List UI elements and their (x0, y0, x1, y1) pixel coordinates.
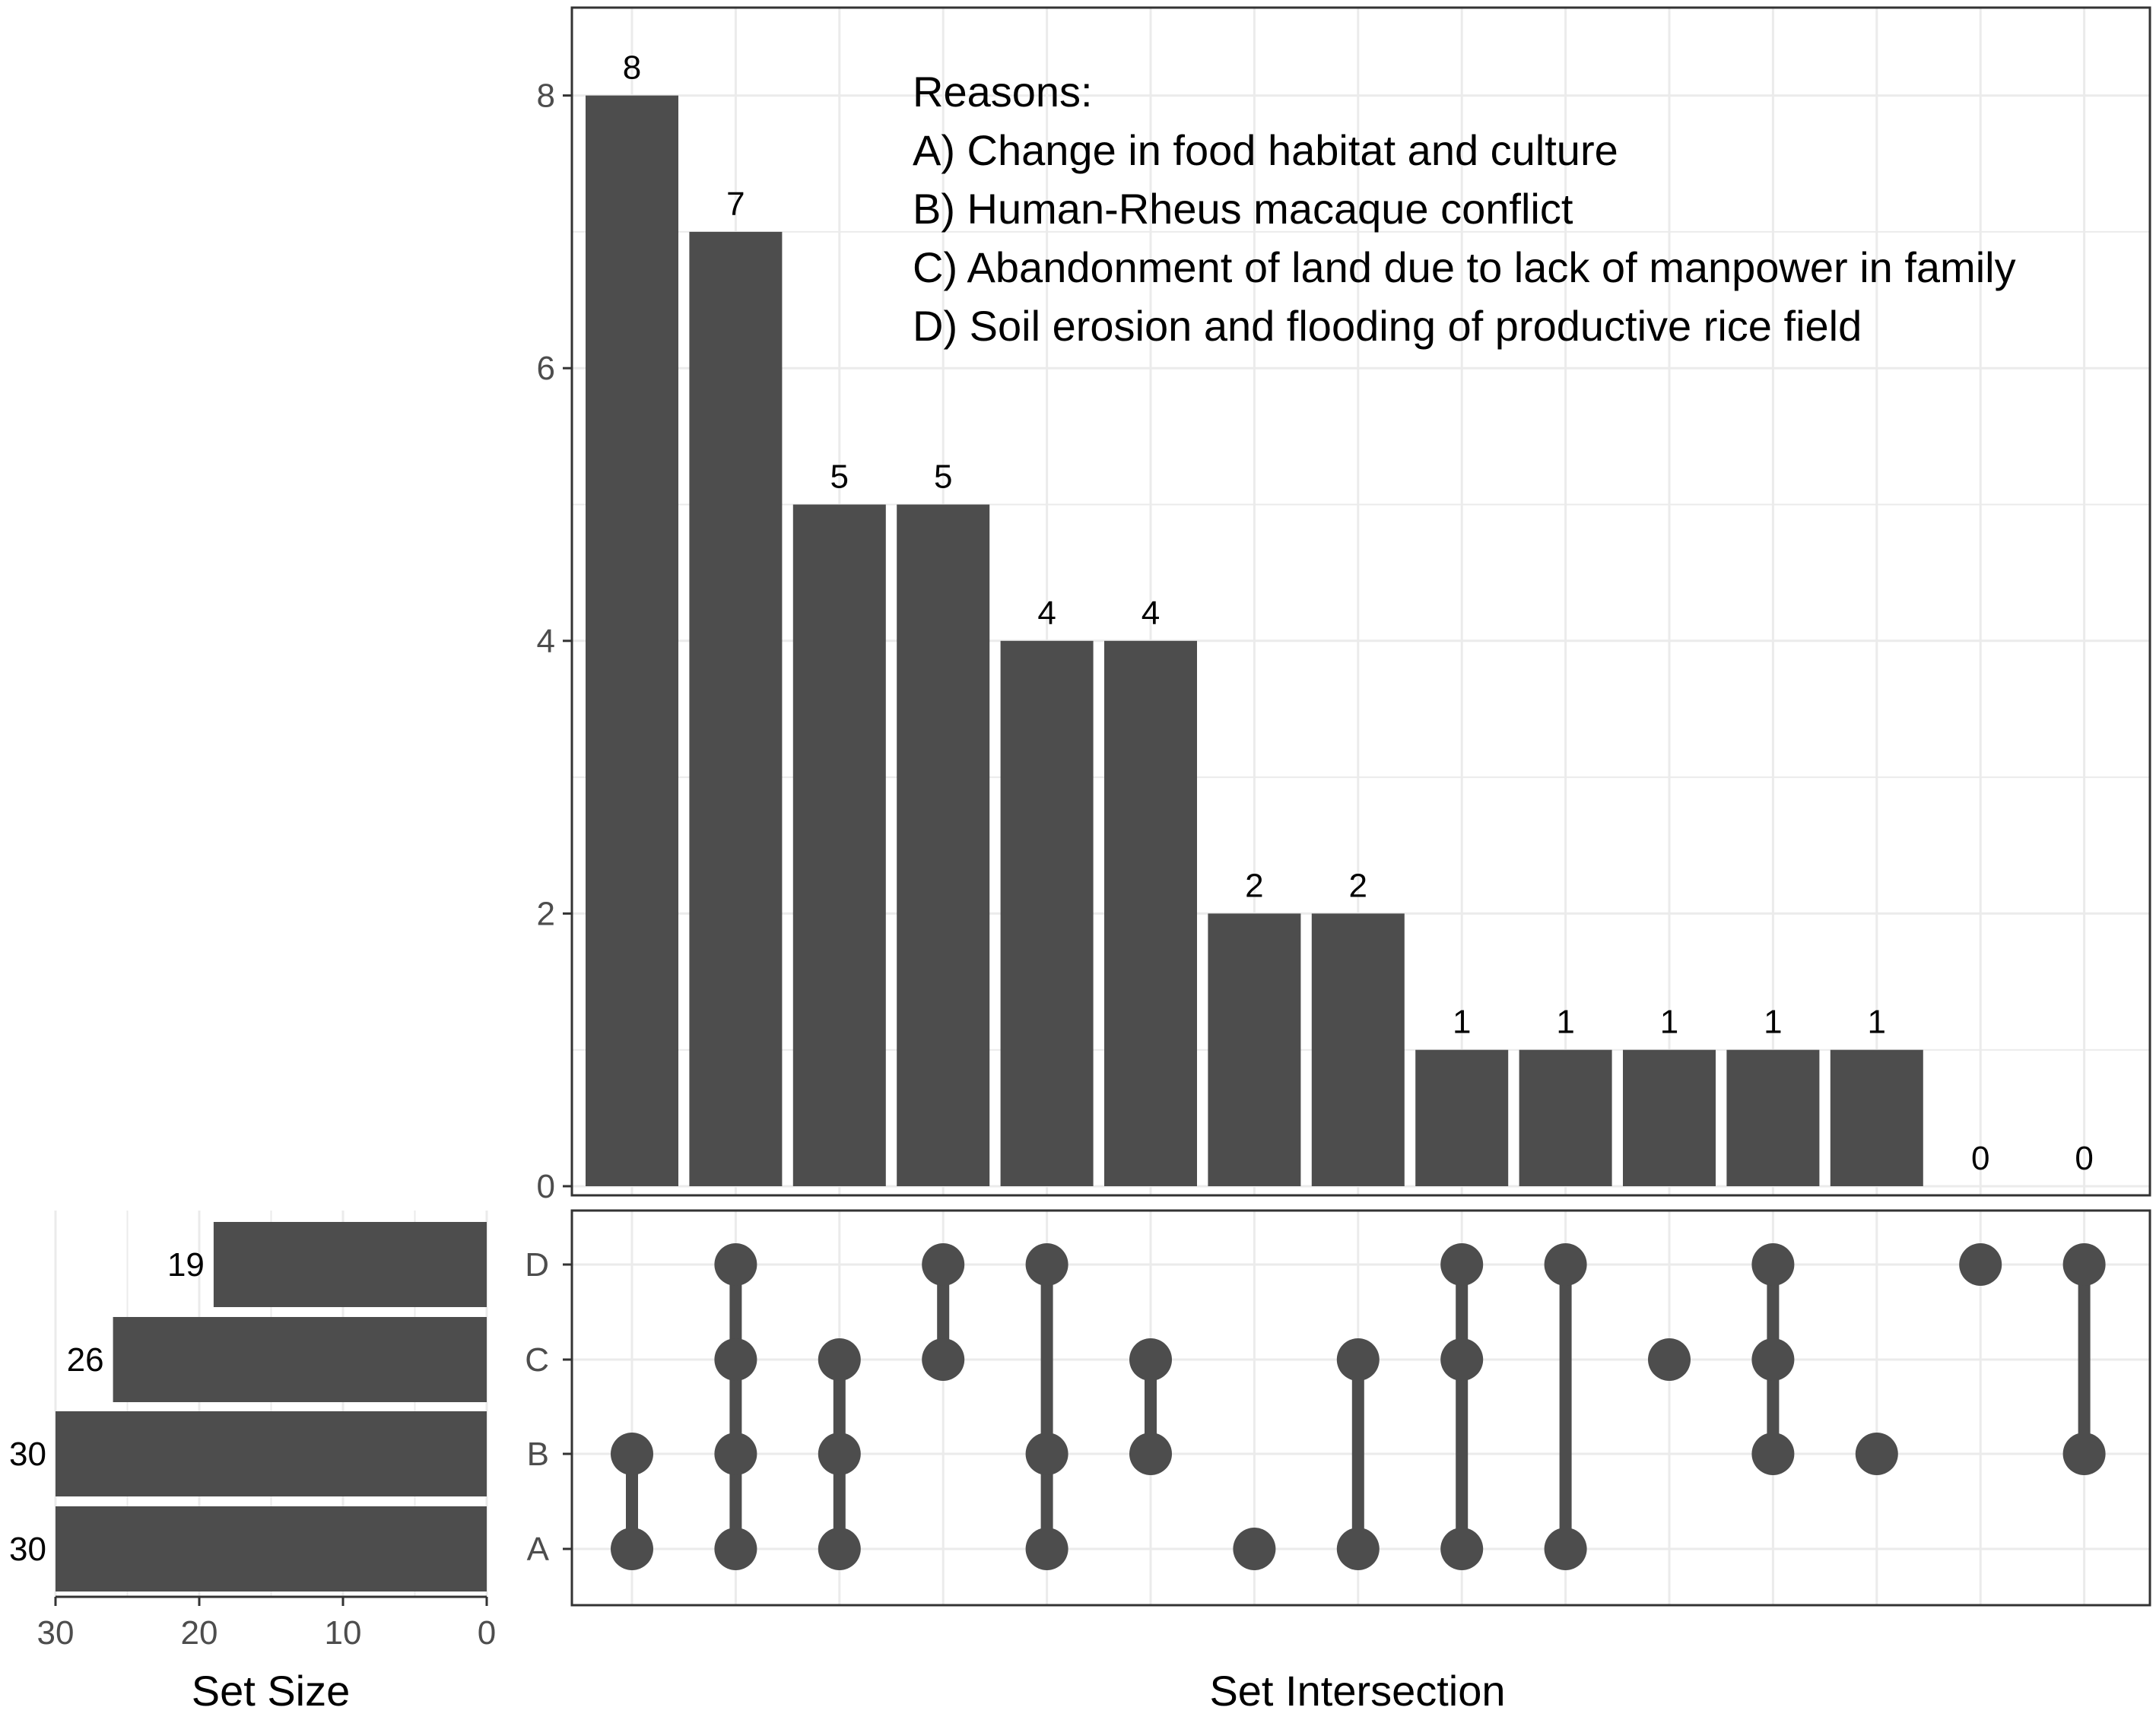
matrix-dot (1440, 1243, 1484, 1286)
set-size-label: 26 (67, 1341, 104, 1379)
matrix-dot (1544, 1243, 1587, 1286)
matrix-dot (714, 1243, 757, 1286)
matrix-dot (1855, 1433, 1898, 1475)
matrix-dot (1025, 1243, 1068, 1286)
matrix-dot (714, 1433, 757, 1475)
set-row-label: D (525, 1246, 549, 1284)
bar-value-label: 1 (1453, 1004, 1471, 1041)
y-tick-label: 4 (537, 623, 555, 660)
matrix-dot (1233, 1528, 1276, 1570)
set-size-axis-title: Set Size (192, 1667, 351, 1715)
intersection-bar (792, 504, 886, 1186)
bar-value-label: 1 (1764, 1004, 1782, 1041)
matrix-dot (1440, 1338, 1484, 1381)
intersection-bar (1830, 1049, 1923, 1186)
reason-c: C) Abandonment of land due to lack of ma… (913, 243, 2016, 291)
bar-panel-frame (570, 6, 2151, 1197)
intersection-bar (1623, 1049, 1716, 1186)
y-tick-label: 6 (537, 350, 555, 387)
bar-value-label: 0 (1971, 1140, 1989, 1177)
set-size-bars: 19 26 30 30 30 20 10 0 (9, 1222, 496, 1652)
intersection-bar (897, 504, 990, 1186)
intersection-bar (1311, 913, 1405, 1186)
panel-frames (570, 6, 2151, 1607)
set-size-tick-label: 20 (181, 1614, 218, 1652)
matrix-dot (1129, 1433, 1172, 1475)
matrix-dot (922, 1243, 965, 1286)
matrix-dot (611, 1433, 653, 1475)
matrix-panel-frame (570, 1209, 2151, 1607)
bar-value-label: 5 (934, 459, 952, 496)
matrix-dot (1025, 1528, 1068, 1570)
bar-value-label: 1 (1868, 1004, 1886, 1041)
matrix-dot (1751, 1433, 1795, 1475)
set-size-tick-label: 30 (37, 1614, 75, 1652)
matrix-dot (1129, 1338, 1172, 1381)
set-row-label: B (527, 1436, 549, 1473)
matrix-dot (714, 1528, 757, 1570)
bar-value-label: 4 (1142, 595, 1160, 632)
intersection-bar (1726, 1049, 1820, 1186)
set-row-label: C (525, 1341, 549, 1379)
reasons-title: Reasons: (913, 68, 1093, 116)
y-tick-label: 2 (537, 895, 555, 932)
intersection-bar (1208, 913, 1301, 1186)
intersection-bar (1000, 640, 1094, 1186)
set-size-bar (113, 1317, 487, 1402)
bar-value-label: 2 (1245, 867, 1263, 904)
bar-value-label: 0 (2075, 1140, 2093, 1177)
matrix-dot (818, 1528, 861, 1570)
matrix-dot (1440, 1528, 1484, 1570)
matrix-dot (1544, 1528, 1587, 1570)
set-size-tick-label: 10 (325, 1614, 362, 1652)
set-size-bar (56, 1411, 487, 1496)
matrix-dot (611, 1528, 653, 1570)
matrix-dot (1959, 1243, 2002, 1286)
matrix-dot (1648, 1338, 1691, 1381)
set-intersection-axis-title: Set Intersection (1209, 1667, 1505, 1715)
intersection-matrix: A B C D (525, 1243, 2106, 1570)
set-size-bar (213, 1222, 487, 1307)
set-size-label: 30 (9, 1436, 46, 1473)
bar-value-label: 1 (1556, 1004, 1574, 1041)
intersection-bars: 0 2 4 6 8 8 7 5 5 4 4 2 2 1 1 1 1 1 0 0 (537, 49, 2094, 1205)
matrix-dot (1336, 1338, 1380, 1381)
bar-value-label: 5 (830, 459, 849, 496)
intersection-bar (1415, 1049, 1509, 1186)
matrix-dot (1336, 1528, 1380, 1570)
matrix-dot (2062, 1243, 2106, 1286)
set-size-tick-label: 0 (478, 1614, 496, 1652)
bar-value-label: 8 (623, 49, 641, 87)
intersection-bar (1104, 640, 1197, 1186)
matrix-dot (922, 1338, 965, 1381)
matrix-dot (818, 1338, 861, 1381)
matrix-dot (1751, 1338, 1795, 1381)
chart-text: Reasons: A) Change in food habitat and c… (192, 68, 2016, 1715)
set-size-label: 30 (9, 1531, 46, 1568)
reason-d: D) Soil erosion and flooding of producti… (913, 302, 1862, 350)
intersection-bar (1519, 1049, 1612, 1186)
y-tick-label: 8 (537, 78, 555, 115)
intersection-bar (586, 95, 678, 1187)
reason-a: A) Change in food habitat and culture (913, 126, 1618, 174)
matrix-dot (818, 1433, 861, 1475)
bar-value-label: 7 (726, 186, 745, 223)
intersection-bar (689, 231, 783, 1186)
bar-value-label: 2 (1349, 867, 1367, 904)
set-size-bar (56, 1506, 487, 1591)
bar-value-label: 4 (1037, 595, 1056, 632)
matrix-dot (714, 1338, 757, 1381)
y-tick-label: 0 (537, 1168, 555, 1205)
bar-value-label: 1 (1660, 1004, 1678, 1041)
set-row-label: A (527, 1531, 550, 1568)
matrix-dot (1025, 1433, 1068, 1475)
matrix-dot (1751, 1243, 1795, 1286)
reason-b: B) Human-Rheus macaque conflict (913, 185, 1573, 233)
matrix-dot (2062, 1433, 2106, 1475)
set-size-label: 19 (167, 1246, 205, 1284)
